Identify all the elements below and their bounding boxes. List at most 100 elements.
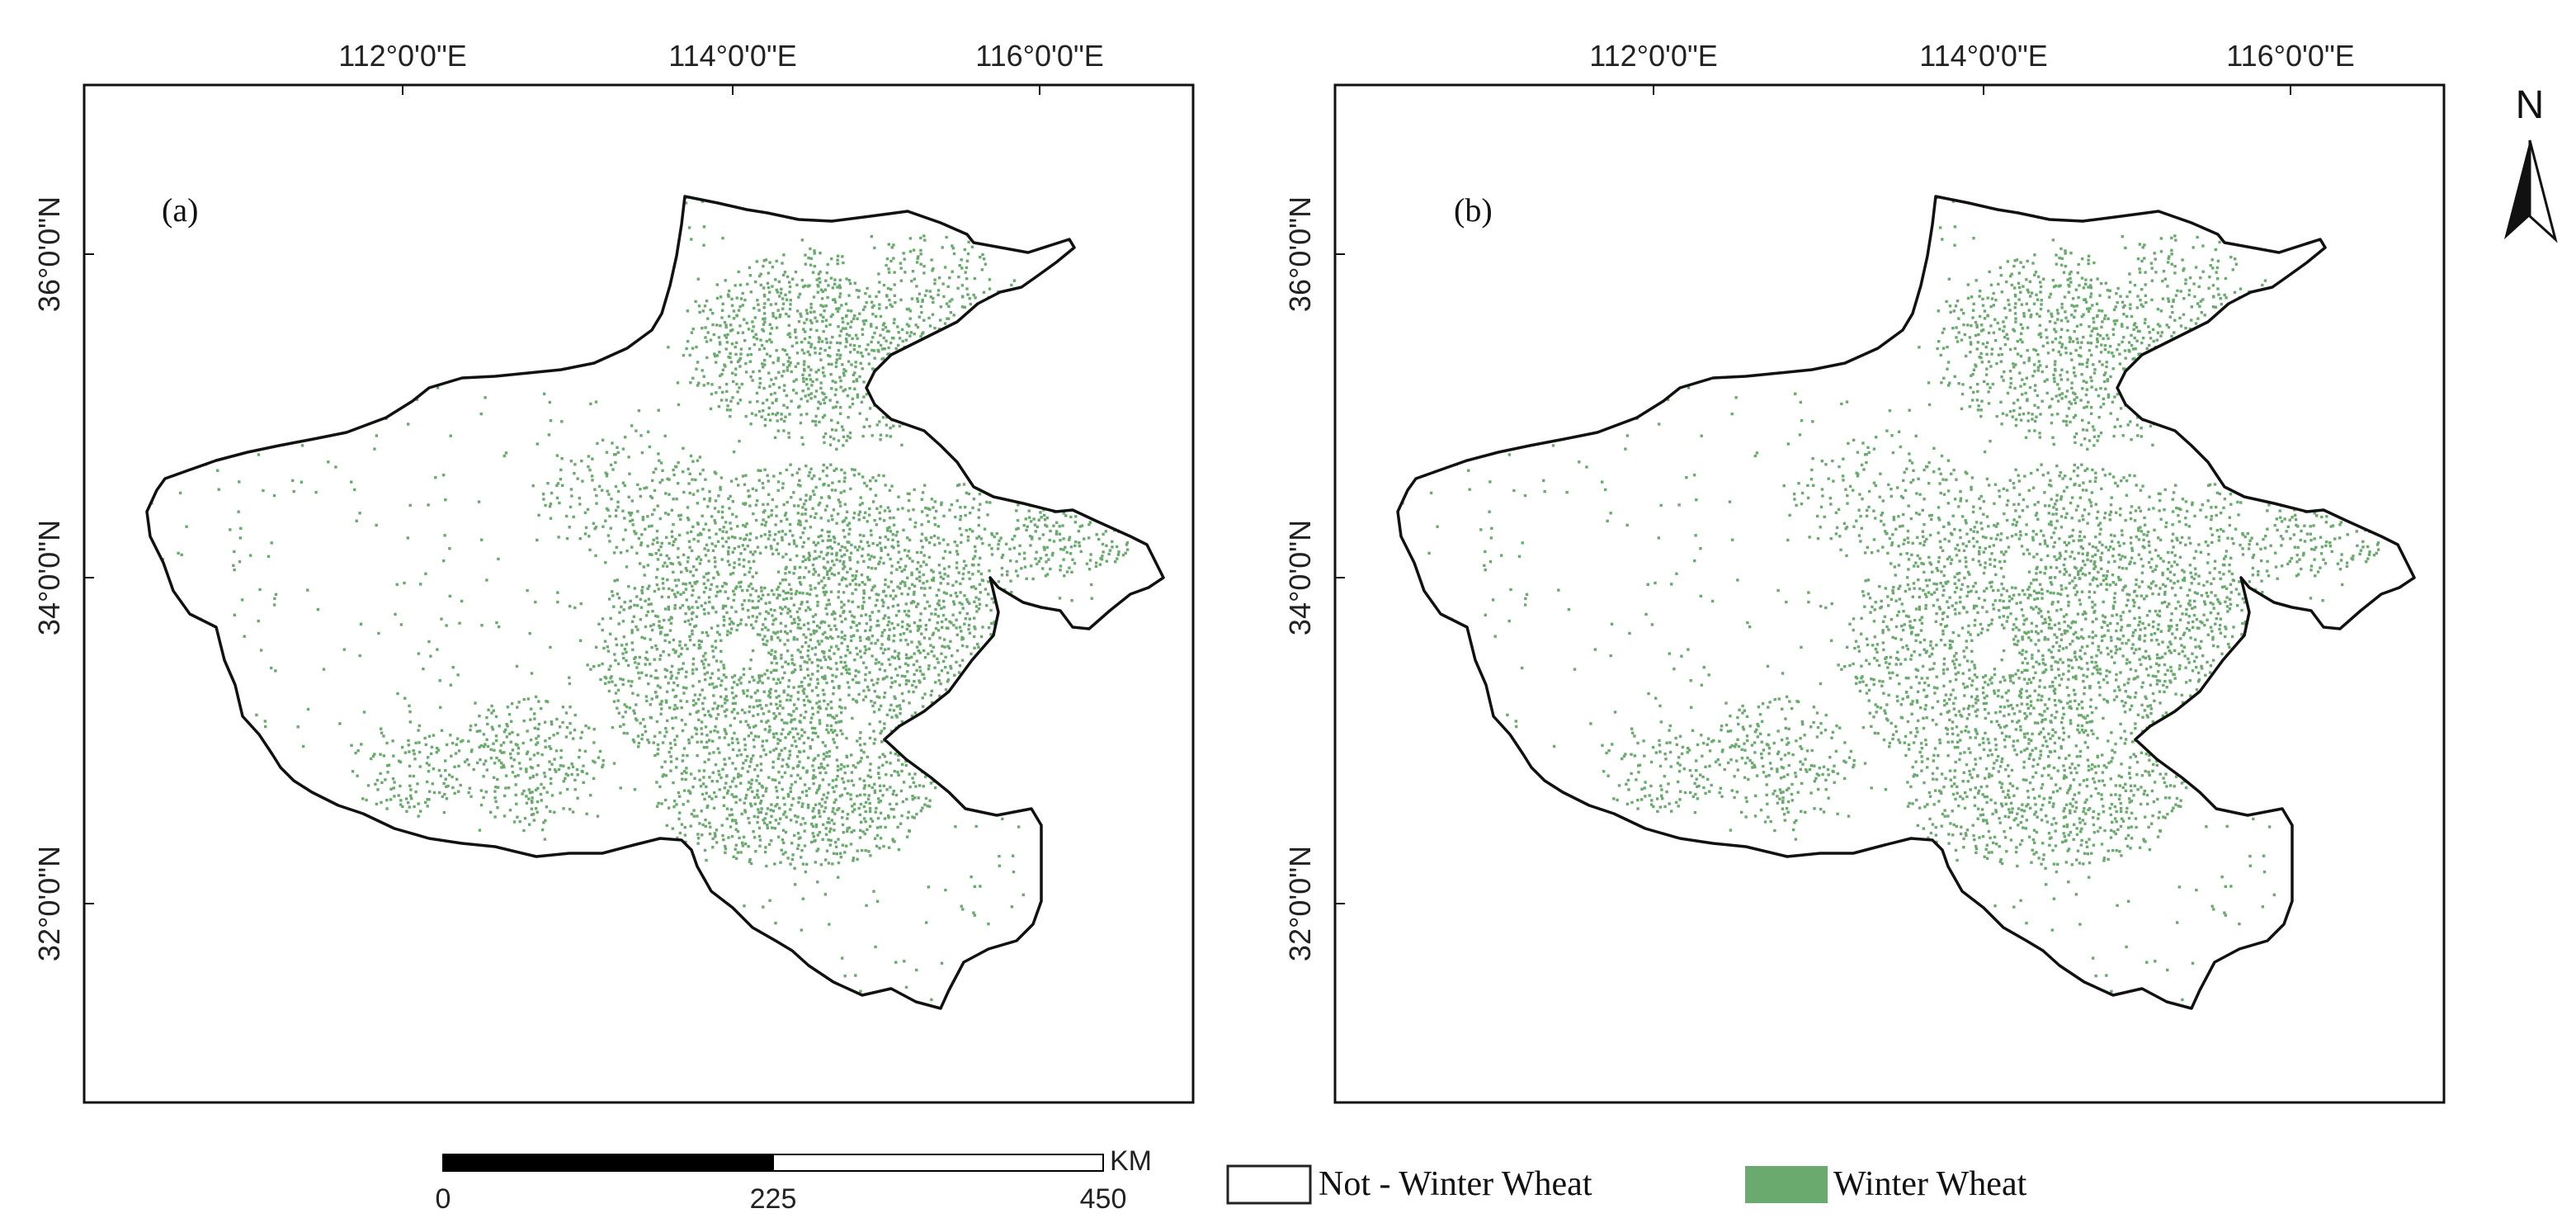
wheat-pixel xyxy=(926,513,929,517)
wheat-pixel xyxy=(714,560,717,564)
wheat-pixel xyxy=(834,721,837,725)
wheat-pixel xyxy=(842,389,845,393)
wheat-pixel xyxy=(682,789,686,792)
wheat-pixel xyxy=(847,360,851,363)
wheat-pixel xyxy=(670,616,673,620)
wheat-pixel xyxy=(525,770,528,773)
wheat-pixel xyxy=(897,753,900,757)
wheat-pixel xyxy=(637,536,641,541)
wheat-pixel xyxy=(694,300,697,304)
wheat-pixel xyxy=(856,351,860,354)
wheat-pixel xyxy=(828,602,832,606)
wheat-pixel xyxy=(877,661,880,664)
wheat-pixel xyxy=(528,791,532,795)
wheat-pixel xyxy=(951,298,954,301)
wheat-pixel xyxy=(840,636,843,640)
wheat-pixel xyxy=(838,559,842,563)
wheat-pixel xyxy=(952,623,955,627)
wheat-pixel xyxy=(701,732,704,736)
wheat-pixel xyxy=(949,311,952,314)
wheat-pixel xyxy=(789,786,792,790)
wheat-pixel xyxy=(817,340,821,343)
wheat-pixel xyxy=(872,349,876,352)
wheat-pixel xyxy=(979,572,983,576)
wheat-pixel xyxy=(776,356,780,360)
wheat-pixel xyxy=(974,296,977,300)
wheat-pixel xyxy=(715,685,719,688)
wheat-pixel xyxy=(656,753,659,756)
wheat-pixel xyxy=(763,317,767,320)
wheat-pixel xyxy=(937,328,941,331)
wheat-pixel xyxy=(792,603,796,607)
wheat-pixel xyxy=(706,634,710,637)
wheat-pixel xyxy=(878,303,881,306)
wheat-pixel xyxy=(803,526,806,530)
wheat-pixel xyxy=(291,479,295,483)
wheat-pixel xyxy=(591,457,594,460)
wheat-pixel xyxy=(807,537,810,541)
wheat-pixel xyxy=(788,753,791,757)
wheat-pixel xyxy=(835,746,839,749)
wheat-pixel xyxy=(821,366,825,370)
wheat-pixel xyxy=(602,525,605,528)
wheat-pixel xyxy=(633,603,636,607)
wheat-pixel xyxy=(958,611,962,615)
wheat-pixel xyxy=(509,756,512,760)
wheat-pixel xyxy=(830,514,833,517)
wheat-pixel xyxy=(977,523,980,527)
wheat-pixel xyxy=(784,512,788,515)
wheat-pixel xyxy=(668,557,671,560)
wheat-pixel xyxy=(879,505,883,508)
wheat-pixel xyxy=(1013,535,1017,538)
wheat-pixel xyxy=(813,726,817,730)
wheat-pixel xyxy=(981,626,984,629)
wheat-pixel xyxy=(810,738,814,742)
wheat-pixel xyxy=(373,447,376,451)
wheat-pixel xyxy=(864,695,867,698)
wheat-pixel xyxy=(691,663,695,666)
wheat-pixel xyxy=(680,647,684,650)
wheat-pixel xyxy=(838,286,842,290)
wheat-pixel xyxy=(725,708,729,711)
wheat-pixel xyxy=(720,516,724,519)
wheat-pixel xyxy=(886,352,889,356)
wheat-pixel xyxy=(848,351,852,354)
wheat-pixel xyxy=(890,621,894,626)
wheat-pixel xyxy=(800,791,804,794)
wheat-pixel xyxy=(592,665,596,668)
wheat-pixel xyxy=(809,378,812,381)
wheat-pixel xyxy=(771,552,775,555)
wheat-pixel xyxy=(812,295,816,299)
wheat-pixel xyxy=(730,692,734,695)
wheat-pixel xyxy=(956,553,960,556)
wheat-pixel xyxy=(676,684,680,687)
wheat-pixel xyxy=(873,789,877,792)
wheat-pixel xyxy=(819,288,823,291)
wheat-pixel xyxy=(592,728,596,731)
wheat-pixel xyxy=(696,489,700,493)
wheat-pixel xyxy=(672,570,675,574)
wheat-pixel xyxy=(733,566,736,569)
wheat-pixel xyxy=(736,390,739,394)
wheat-pixel xyxy=(705,740,709,744)
wheat-pixel xyxy=(925,579,929,583)
wheat-pixel xyxy=(861,367,864,371)
wheat-pixel xyxy=(356,749,360,753)
wheat-pixel xyxy=(1059,564,1063,568)
wheat-pixel xyxy=(937,661,940,664)
wheat-pixel xyxy=(823,621,827,624)
wheat-pixel xyxy=(710,515,714,518)
wheat-pixel xyxy=(649,602,653,606)
wheat-pixel xyxy=(910,583,914,587)
wheat-pixel xyxy=(832,686,836,689)
wheat-pixel xyxy=(924,628,927,631)
wheat-pixel xyxy=(997,580,1001,583)
wheat-pixel xyxy=(536,752,540,755)
wheat-pixel xyxy=(887,329,890,333)
wheat-pixel xyxy=(836,258,839,262)
wheat-pixel xyxy=(635,703,638,706)
wheat-pixel xyxy=(424,572,427,575)
wheat-pixel xyxy=(972,293,975,297)
wheat-pixel xyxy=(795,352,800,355)
wheat-pixel xyxy=(770,547,773,550)
